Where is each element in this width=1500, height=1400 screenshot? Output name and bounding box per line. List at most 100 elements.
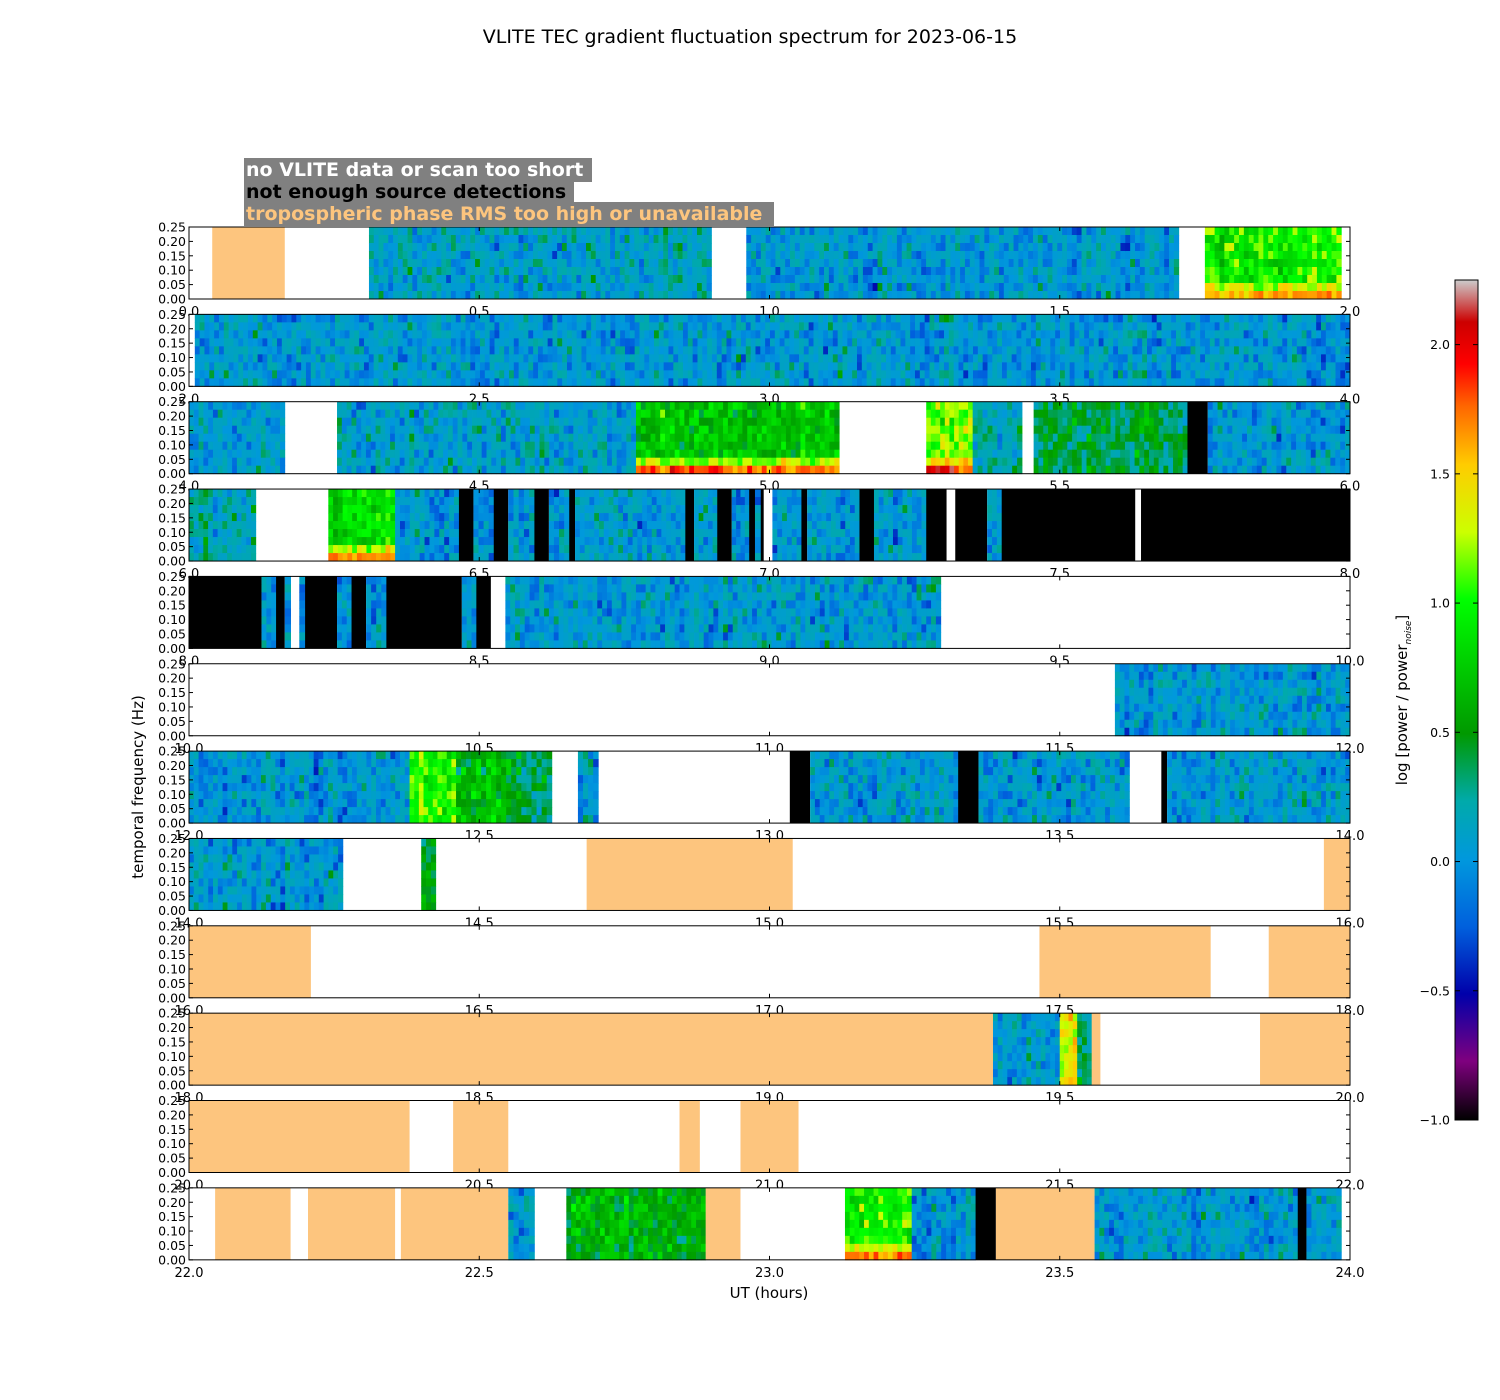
spectrum-cell [943, 378, 950, 387]
spectrum-cell [901, 251, 908, 260]
spectrum-cell [1144, 275, 1150, 284]
spectrum-cell [964, 235, 971, 244]
spectrum-cell [737, 409, 743, 419]
spectrum-cell [794, 346, 800, 355]
spectrum-cell [644, 330, 650, 339]
spectrum-cell [1200, 362, 1206, 371]
spectrum-cell [1045, 346, 1051, 355]
spectrum-cell [650, 433, 656, 443]
spectrum-cell [361, 417, 367, 427]
panel: 0.000.050.100.150.200.252.0 2.5 3.0 3.5 4.0 [158, 307, 1360, 408]
spectrum-cell [769, 314, 776, 323]
spectrum-cell [1325, 370, 1332, 379]
spectrum-cell [388, 259, 394, 268]
spectrum-cell [419, 457, 425, 467]
spectrum-cell [267, 330, 273, 339]
spectrum-cell [795, 417, 801, 427]
spectrum-cell [1108, 362, 1114, 371]
spectrum-cell [504, 362, 510, 371]
spectrum-cell [760, 227, 767, 236]
spectrum-cell [257, 330, 263, 339]
spectrum-cell [634, 275, 640, 284]
spectrum-cell [265, 409, 271, 419]
spectrum-cell [232, 433, 238, 443]
spectrum-cell [1081, 235, 1087, 244]
spectrum-cell [921, 251, 927, 260]
spectrum-cell [924, 362, 930, 371]
spectrum-cell [557, 291, 563, 300]
spectrum-cell [876, 322, 882, 331]
spectrum-cell [779, 378, 785, 387]
spectrum-cell [388, 283, 394, 292]
spectrum-cell [953, 346, 959, 355]
spectrum-cell [383, 227, 389, 236]
spectrum-cell [1001, 354, 1008, 363]
spectrum-cell [694, 465, 700, 475]
spectrum-cell [1064, 314, 1071, 323]
spectrum-cell [1130, 251, 1136, 260]
spectrum-cell [1173, 283, 1180, 292]
spectrum-cell [1125, 243, 1131, 252]
spectrum-cell [1282, 346, 1288, 355]
spectrum-cell [813, 322, 819, 331]
spectrum-cell [805, 465, 811, 475]
spectrum-cell [1248, 370, 1254, 379]
spectrum-cell [687, 378, 694, 387]
spectrum-cell [939, 330, 945, 339]
spectrum-cell [689, 401, 695, 411]
spectrum-cell [383, 338, 389, 347]
spectrum-cell [790, 449, 797, 459]
spectrum-cell [414, 433, 420, 443]
spectrum-cell [945, 267, 951, 276]
spectrum-cell [330, 362, 336, 371]
spectrum-cell [1335, 330, 1341, 339]
spectrum-cell [1263, 283, 1269, 292]
spectrum-cell [1003, 251, 1010, 260]
spectrum-cell [1098, 370, 1104, 379]
spectrum-cell [1345, 346, 1351, 355]
spectrum-cell [621, 409, 627, 419]
spectrum-cell [1272, 322, 1278, 331]
spectrum-cell [1127, 330, 1133, 339]
spectrum-cell [368, 259, 375, 268]
spectrum-cell [346, 425, 352, 435]
spectrum-cell [940, 259, 946, 268]
spectrum-cell [275, 449, 281, 459]
spectrum-cell [1214, 354, 1220, 363]
spectrum-cell [354, 322, 360, 331]
spectrum-cell [549, 465, 555, 475]
spectrum-cell [953, 314, 959, 323]
spectrum-cell [943, 370, 950, 379]
spectrum-cell [436, 370, 442, 379]
spectrum-cell [198, 425, 204, 435]
spectrum-cell [853, 235, 859, 244]
spectrum-cell [911, 251, 917, 260]
spectrum-cell [1074, 346, 1080, 355]
spectrum-cell [1050, 354, 1056, 363]
spectrum-cell [1013, 267, 1019, 276]
spectrum-cell [1013, 251, 1019, 260]
spectrum-cell [644, 338, 650, 347]
spectrum-cell [1325, 314, 1332, 323]
spectrum-cell [558, 449, 565, 459]
spectrum-cell [747, 425, 753, 435]
spectrum-cell [1079, 330, 1085, 339]
spectrum-cell [1238, 275, 1245, 284]
spectrum-cell [751, 267, 757, 276]
spectrum-cell [1130, 227, 1136, 236]
spectrum-cell [862, 251, 869, 260]
spectrum-cell [1006, 378, 1013, 387]
spectrum-cell [198, 433, 204, 443]
spectrum-cell [423, 425, 430, 435]
spectrum-cell [901, 275, 908, 284]
spectrum-cell [558, 409, 565, 419]
spectrum-cell [1243, 338, 1249, 347]
spectrum-cell [557, 362, 563, 371]
spectrum-cell [320, 354, 326, 363]
spectrum-cell [760, 362, 766, 371]
spectrum-cell [929, 322, 935, 331]
spectrum-cell [1105, 275, 1112, 284]
spectrum-cell [529, 465, 536, 475]
spectrum-cell [489, 338, 495, 347]
spectrum-cell [436, 378, 442, 387]
